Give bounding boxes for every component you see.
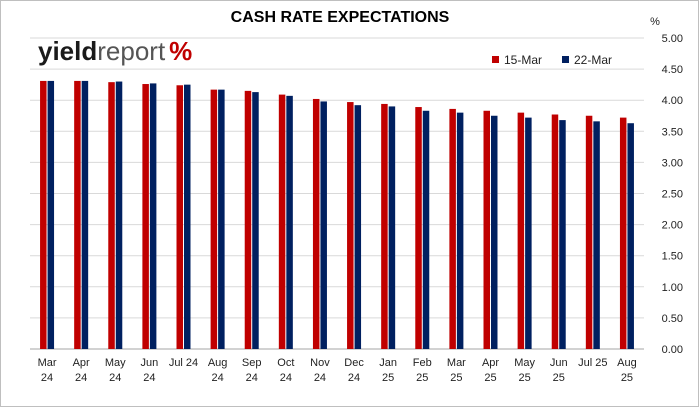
bars	[40, 80, 634, 350]
x-tick-label: Oct	[277, 357, 294, 369]
svg-text:yieldreport%: yieldreport%	[38, 36, 192, 66]
bar-22-Mar	[525, 117, 532, 349]
x-tick-label: Dec	[344, 357, 364, 369]
chart-title: CASH RATE EXPECTATIONS	[231, 9, 450, 26]
x-tick-label: 24	[143, 372, 155, 384]
bar-15-Mar	[551, 114, 559, 349]
gridlines	[30, 37, 644, 350]
bar-22-Mar	[456, 112, 464, 349]
x-tick-label: 24	[348, 372, 360, 384]
bar-15-Mar	[142, 84, 149, 349]
x-tick-label: Aug	[208, 357, 228, 369]
x-tick-label: Mar	[38, 357, 57, 369]
bar-22-Mar	[422, 110, 430, 349]
y-tick-label: 2.00	[662, 220, 683, 232]
y-tick-label: 3.00	[662, 157, 683, 169]
y-axis-unit-label: %	[650, 16, 660, 28]
x-tick-label: Sep	[242, 357, 262, 369]
y-tick-label: 0.00	[662, 344, 683, 356]
x-tick-label: Jun	[550, 357, 568, 369]
bar-15-Mar	[619, 117, 627, 349]
bar-22-Mar	[286, 95, 293, 349]
x-tick-label: 25	[553, 372, 565, 384]
y-tick-label: 0.50	[662, 313, 683, 325]
legend-label: 22-Mar	[574, 53, 612, 67]
x-tick-label: 25	[450, 372, 462, 384]
x-tick-label: 25	[621, 372, 633, 384]
x-tick-label: 24	[75, 372, 87, 384]
bar-22-Mar	[47, 80, 55, 349]
x-tick-label: 24	[246, 372, 258, 384]
y-tick-label: 2.50	[662, 189, 683, 201]
bar-22-Mar	[388, 106, 396, 349]
y-tick-label: 1.00	[662, 282, 683, 294]
bar-22-Mar	[354, 105, 362, 350]
bar-15-Mar	[244, 90, 252, 350]
x-tick-label: 25	[518, 372, 530, 384]
legend: 15-Mar 22-Mar	[492, 53, 612, 67]
logo: yieldreport%	[38, 36, 192, 66]
x-tick-label: 24	[280, 372, 292, 384]
logo-percent-text: %	[169, 36, 192, 66]
legend-swatch	[562, 56, 569, 63]
logo-yield-text: yield	[38, 36, 97, 66]
legend-label: 15-Mar	[504, 53, 542, 67]
x-tick-label: 24	[109, 372, 121, 384]
x-tick-label: Mar	[447, 357, 466, 369]
bar-22-Mar	[115, 81, 123, 349]
bar-22-Mar	[184, 84, 191, 350]
y-tick-label: 4.00	[662, 95, 683, 107]
y-tick-label: 1.50	[662, 251, 683, 263]
x-tick-label: 25	[382, 372, 394, 384]
bar-15-Mar	[347, 102, 354, 349]
x-tick-label: Jul 25	[578, 357, 607, 369]
x-tick-label: 25	[416, 372, 428, 384]
bar-22-Mar	[627, 123, 634, 350]
x-tick-label: Nov	[310, 357, 330, 369]
bar-15-Mar	[415, 107, 422, 350]
bar-15-Mar	[210, 89, 218, 349]
x-tick-label: Apr	[73, 357, 90, 369]
bar-15-Mar	[40, 80, 47, 349]
bar-22-Mar	[149, 83, 157, 349]
bar-22-Mar	[81, 80, 89, 349]
bar-15-Mar	[108, 82, 115, 350]
legend-swatch	[492, 56, 499, 63]
x-axis: Mar 24 Apr 24 May 24 Jun 24 Jul 24 Aug 24 Sep 24 Oct 2…	[38, 357, 637, 384]
x-tick-label: Jul 24	[169, 357, 198, 369]
y-tick-label: 4.50	[662, 64, 683, 76]
x-tick-label: 25	[484, 372, 496, 384]
bar-22-Mar	[218, 89, 225, 349]
y-tick-label: 3.50	[662, 126, 683, 138]
x-tick-label: May	[514, 357, 535, 369]
bar-15-Mar	[585, 115, 593, 349]
x-tick-label: May	[105, 357, 126, 369]
bar-15-Mar	[74, 80, 81, 349]
x-tick-label: Jan	[379, 357, 397, 369]
bar-22-Mar	[320, 101, 327, 349]
x-tick-label: Jun	[141, 357, 159, 369]
x-tick-label: Feb	[413, 357, 432, 369]
bar-15-Mar	[176, 85, 183, 349]
y-tick-label: 5.00	[662, 33, 683, 45]
x-tick-label: Aug	[617, 357, 637, 369]
bar-15-Mar	[449, 108, 456, 350]
x-tick-label: 24	[211, 372, 223, 384]
bar-15-Mar	[517, 112, 525, 349]
x-tick-label: 24	[314, 372, 326, 384]
bar-15-Mar	[483, 110, 490, 349]
bar-15-Mar	[312, 98, 320, 350]
bar-22-Mar	[252, 92, 259, 349]
bar-22-Mar	[559, 120, 566, 349]
bar-15-Mar	[278, 94, 286, 350]
bar-15-Mar	[381, 103, 388, 349]
logo-report-text: report	[97, 36, 166, 66]
x-tick-label: 24	[41, 372, 53, 384]
y-axis: 0.00 0.50 1.00 1.50 2.00 2.50 3.00 3.50 4.00 4.50…	[662, 33, 683, 356]
bar-22-Mar	[593, 121, 600, 350]
bar-22-Mar	[491, 115, 498, 349]
x-tick-label: Apr	[482, 357, 499, 369]
